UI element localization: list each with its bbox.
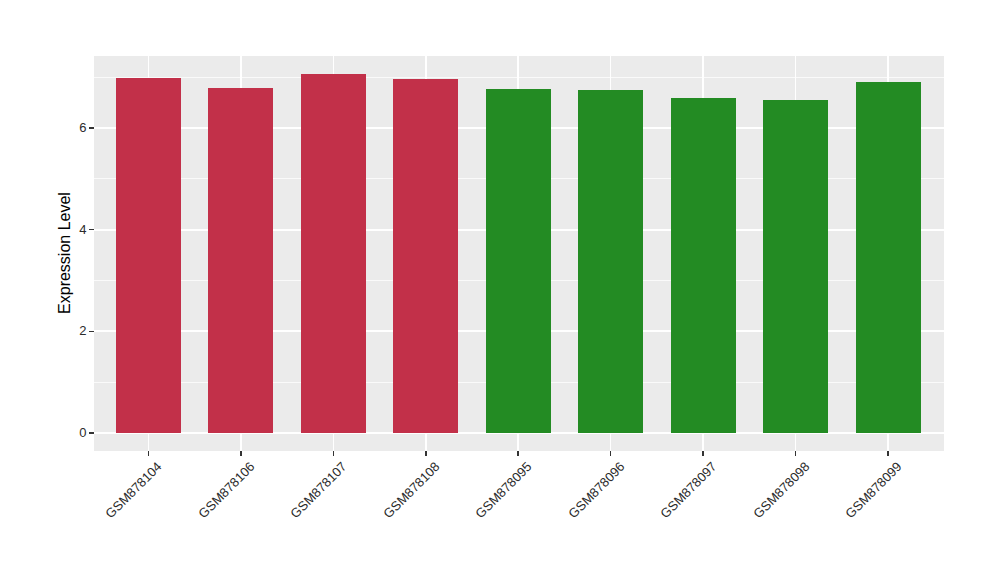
x-tick-label-GSM878108: GSM878108 xyxy=(380,459,442,521)
bar-GSM878095 xyxy=(486,89,551,433)
x-tick-label-GSM878097: GSM878097 xyxy=(657,459,719,521)
x-tick-label-GSM878098: GSM878098 xyxy=(750,459,812,521)
x-tick-GSM878097 xyxy=(702,451,704,456)
x-tick-GSM878096 xyxy=(610,451,612,456)
y-tick-0 xyxy=(89,432,94,434)
x-tick-label-GSM878099: GSM878099 xyxy=(842,459,904,521)
y-tick-label-4: 4 xyxy=(67,222,87,238)
x-tick-GSM878107 xyxy=(333,451,335,456)
y-tick-6 xyxy=(89,127,94,129)
y-tick-label-6: 6 xyxy=(67,120,87,136)
x-tick-GSM878108 xyxy=(425,451,427,456)
bar-GSM878108 xyxy=(393,79,458,433)
bar-GSM878097 xyxy=(671,98,736,433)
y-tick-label-0: 0 xyxy=(67,425,87,441)
bar-GSM878107 xyxy=(301,74,366,433)
bar-GSM878096 xyxy=(578,90,643,433)
x-tick-GSM878095 xyxy=(517,451,519,456)
bar-GSM878104 xyxy=(116,78,181,433)
x-tick-GSM878106 xyxy=(240,451,242,456)
y-tick-4 xyxy=(89,229,94,231)
x-tick-GSM878104 xyxy=(148,451,150,456)
expression-bar-chart: Expression Level 0 2 4 6 GSM878104 GSM878106… xyxy=(0,0,1000,580)
plot-panel xyxy=(94,56,944,451)
x-tick-label-GSM878104: GSM878104 xyxy=(103,459,165,521)
x-tick-GSM878099 xyxy=(887,451,889,456)
y-axis-title: Expression Level xyxy=(56,192,74,314)
x-tick-label-GSM878096: GSM878096 xyxy=(565,459,627,521)
y-tick-2 xyxy=(89,331,94,333)
x-tick-label-GSM878095: GSM878095 xyxy=(473,459,535,521)
x-tick-label-GSM878106: GSM878106 xyxy=(195,459,257,521)
x-tick-GSM878098 xyxy=(795,451,797,456)
y-tick-label-2: 2 xyxy=(67,323,87,339)
bar-GSM878106 xyxy=(208,88,273,433)
bar-GSM878098 xyxy=(763,100,828,433)
x-tick-label-GSM878107: GSM878107 xyxy=(288,459,350,521)
bar-GSM878099 xyxy=(856,82,921,433)
